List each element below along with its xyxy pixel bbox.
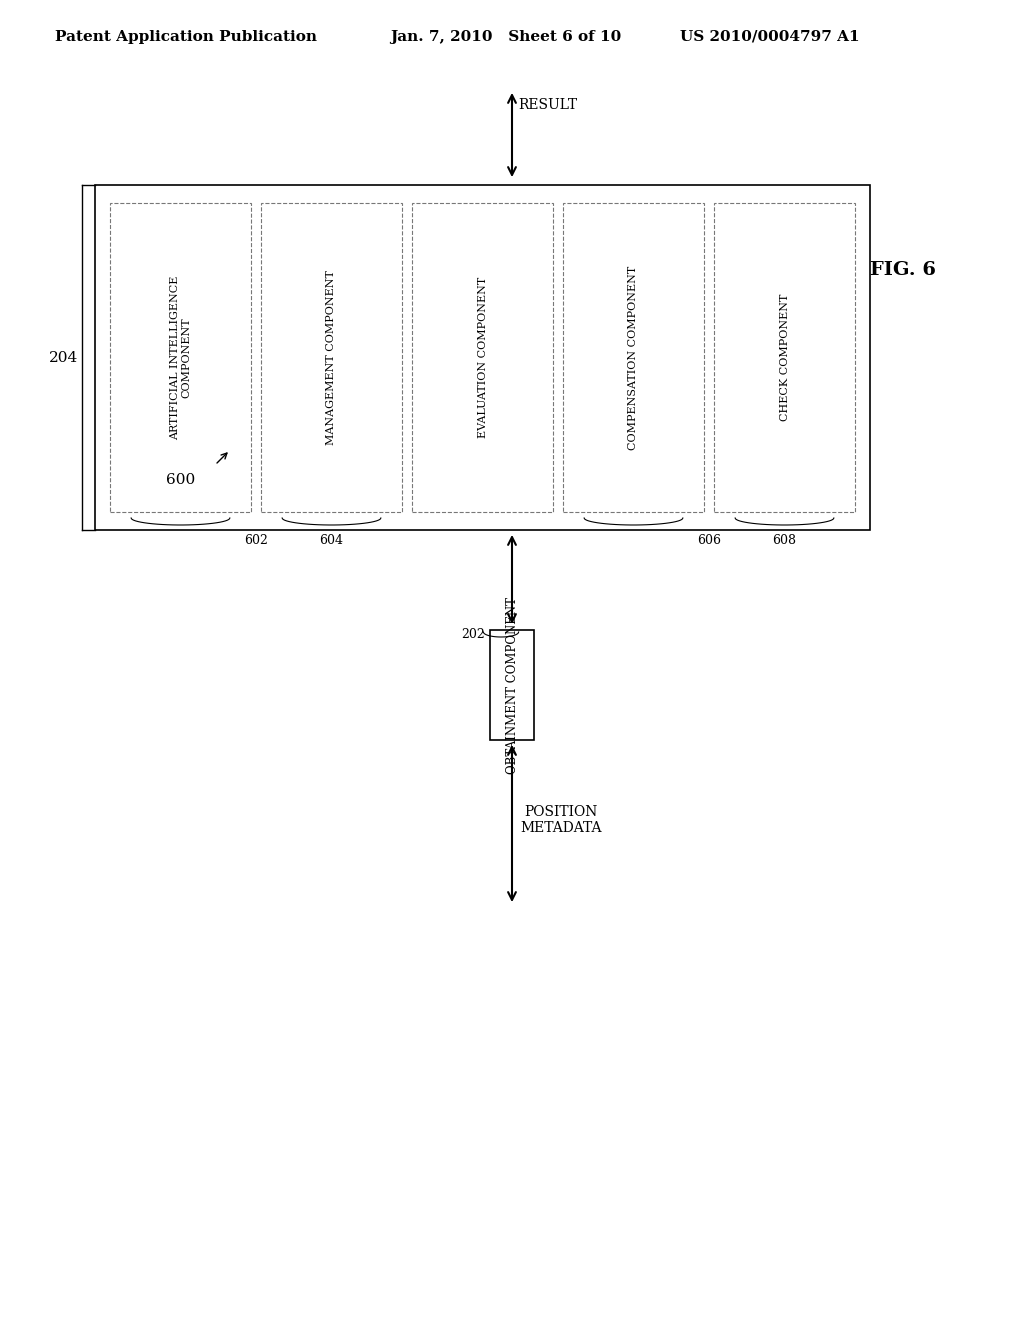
Text: ARTIFICIAL INTELLIGENCE
COMPONENT: ARTIFICIAL INTELLIGENCE COMPONENT [170,276,191,440]
Bar [261,203,402,512]
Text: RESULT: RESULT [518,98,578,112]
Text: 602: 602 [244,535,268,546]
Text: CHECK COMPONENT: CHECK COMPONENT [779,294,790,421]
Text: EVALUATION COMPONENT: EVALUATION COMPONENT [477,277,487,438]
Text: Patent Application Publication: Patent Application Publication [55,30,317,44]
Text: OBTAINMENT COMPONENT: OBTAINMENT COMPONENT [506,597,518,774]
Text: 204: 204 [49,351,78,364]
Text: 608: 608 [772,535,797,546]
Bar [412,203,553,512]
Bar [110,203,251,512]
Text: 600: 600 [166,473,195,487]
Bar [714,203,855,512]
Text: 606: 606 [697,535,721,546]
Text: MANAGEMENT COMPONENT: MANAGEMENT COMPONENT [327,271,337,445]
Text: COMPENSATION COMPONENT: COMPENSATION COMPONENT [629,265,639,450]
Text: FIG. 6: FIG. 6 [870,261,936,279]
Text: 604: 604 [319,535,343,546]
Bar [563,203,705,512]
Text: US 2010/0004797 A1: US 2010/0004797 A1 [680,30,859,44]
Text: Jan. 7, 2010   Sheet 6 of 10: Jan. 7, 2010 Sheet 6 of 10 [390,30,622,44]
Bar [95,185,870,531]
Text: 202: 202 [461,628,485,642]
Text: POSITION
METADATA: POSITION METADATA [520,805,601,836]
Bar [490,630,534,741]
